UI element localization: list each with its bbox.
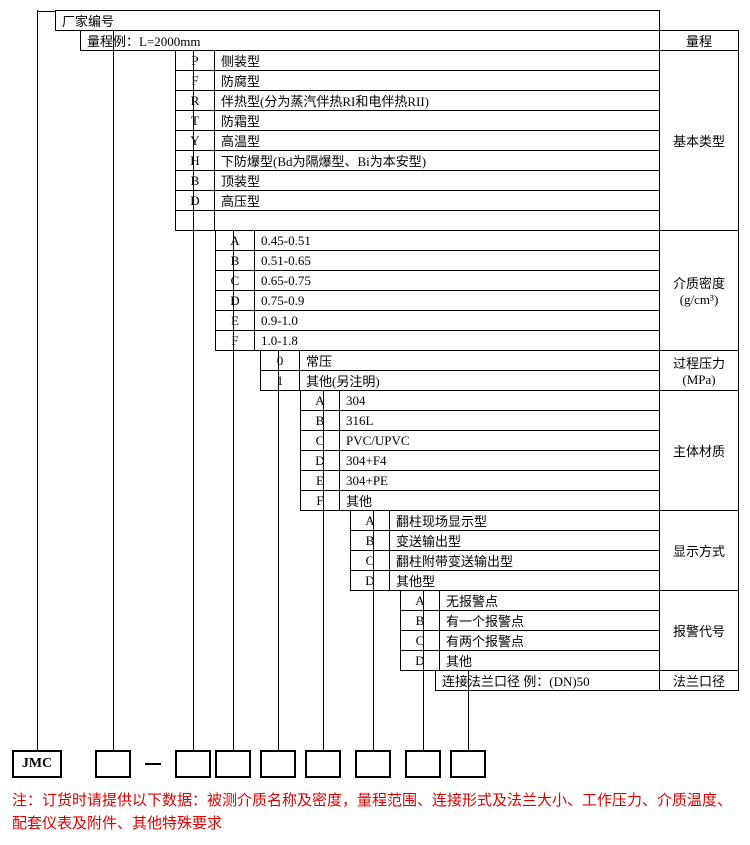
- material-code-4: E: [300, 470, 340, 491]
- basic-code-8: [175, 210, 215, 231]
- display-desc-3: 其他型: [389, 570, 660, 591]
- basic-desc-2: 伴热型(分为蒸汽伴热RI和电伴热RII): [214, 90, 660, 111]
- display-desc-2: 翻柱附带变送输出型: [389, 550, 660, 571]
- label-display: 显示方式: [659, 510, 739, 591]
- basic-desc-3: 防霜型: [214, 110, 660, 131]
- codebox-2: [215, 750, 251, 778]
- density-code-2: C: [215, 270, 255, 291]
- basic-desc-6: 顶装型: [214, 170, 660, 191]
- alarm-desc-2: 有两个报警点: [439, 630, 660, 651]
- basic-desc-4: 高温型: [214, 130, 660, 151]
- display-code-0: A: [350, 510, 390, 531]
- process-code-1: 1: [260, 370, 300, 391]
- basic-desc-1: 防腐型: [214, 70, 660, 91]
- dash: [145, 763, 161, 765]
- basic-code-6: B: [175, 170, 215, 191]
- label-flange: 法兰口径: [659, 670, 739, 691]
- range-example: 量程例：L=2000mm: [80, 30, 660, 51]
- material-code-3: D: [300, 450, 340, 471]
- material-desc-4: 304+PE: [339, 470, 660, 491]
- material-desc-1: 316L: [339, 410, 660, 431]
- process-desc-0: 常压: [299, 350, 660, 371]
- display-code-3: D: [350, 570, 390, 591]
- material-desc-3: 304+F4: [339, 450, 660, 471]
- alarm-code-1: B: [400, 610, 440, 631]
- density-desc-0: 0.45-0.51: [254, 230, 660, 251]
- material-code-5: F: [300, 490, 340, 511]
- material-desc-2: PVC/UPVC: [339, 430, 660, 451]
- label-material: 主体材质: [659, 390, 739, 511]
- basic-desc-5: 下防爆型(Bd为隔爆型、Bi为本安型): [214, 150, 660, 171]
- codebox-7: [450, 750, 486, 778]
- alarm-desc-3: 其他: [439, 650, 660, 671]
- alarm-code-0: A: [400, 590, 440, 611]
- process-desc-1: 其他(另注明): [299, 370, 660, 391]
- basic-code-4: Y: [175, 130, 215, 151]
- basic-desc-8: [214, 210, 660, 231]
- codebox-1: [175, 750, 211, 778]
- density-code-1: B: [215, 250, 255, 271]
- label-basic: 基本类型: [659, 50, 739, 231]
- display-code-2: C: [350, 550, 390, 571]
- label-density: 介质密度(g/cm³): [659, 230, 739, 351]
- basic-desc-7: 高压型: [214, 190, 660, 211]
- material-code-0: A: [300, 390, 340, 411]
- alarm-desc-0: 无报警点: [439, 590, 660, 611]
- alarm-code-3: D: [400, 650, 440, 671]
- basic-code-0: P: [175, 50, 215, 71]
- basic-code-1: F: [175, 70, 215, 91]
- material-desc-5: 其他: [339, 490, 660, 511]
- density-code-3: D: [215, 290, 255, 311]
- codebox-6: [405, 750, 441, 778]
- density-desc-1: 0.51-0.65: [254, 250, 660, 271]
- density-desc-3: 0.75-0.9: [254, 290, 660, 311]
- density-desc-2: 0.65-0.75: [254, 270, 660, 291]
- display-desc-0: 翻柱现场显示型: [389, 510, 660, 531]
- material-code-1: B: [300, 410, 340, 431]
- process-code-0: 0: [260, 350, 300, 371]
- codebox-0: [95, 750, 131, 778]
- codebox-4: [305, 750, 341, 778]
- basic-code-2: R: [175, 90, 215, 111]
- density-code-4: E: [215, 310, 255, 331]
- label-alarm: 报警代号: [659, 590, 739, 671]
- alarm-desc-1: 有一个报警点: [439, 610, 660, 631]
- density-desc-5: 1.0-1.8: [254, 330, 660, 351]
- basic-code-3: T: [175, 110, 215, 131]
- alarm-code-2: C: [400, 630, 440, 651]
- material-desc-0: 304: [339, 390, 660, 411]
- basic-desc-0: 侧装型: [214, 50, 660, 71]
- jmc-box: JMC: [12, 750, 62, 778]
- basic-code-5: H: [175, 150, 215, 171]
- label-process: 过程压力(MPa): [659, 350, 739, 391]
- display-desc-1: 变送输出型: [389, 530, 660, 551]
- label-range: 量程: [659, 30, 739, 51]
- order-note: 注：订货时请提供以下数据：被测介质名称及密度，量程范围、连接形式及法兰大小、工作…: [12, 790, 738, 840]
- density-desc-4: 0.9-1.0: [254, 310, 660, 331]
- codebox-3: [260, 750, 296, 778]
- factory-number: 厂家编号: [55, 10, 660, 31]
- material-code-2: C: [300, 430, 340, 451]
- density-code-5: F: [215, 330, 255, 351]
- display-code-1: B: [350, 530, 390, 551]
- density-code-0: A: [215, 230, 255, 251]
- codebox-5: [355, 750, 391, 778]
- basic-code-7: D: [175, 190, 215, 211]
